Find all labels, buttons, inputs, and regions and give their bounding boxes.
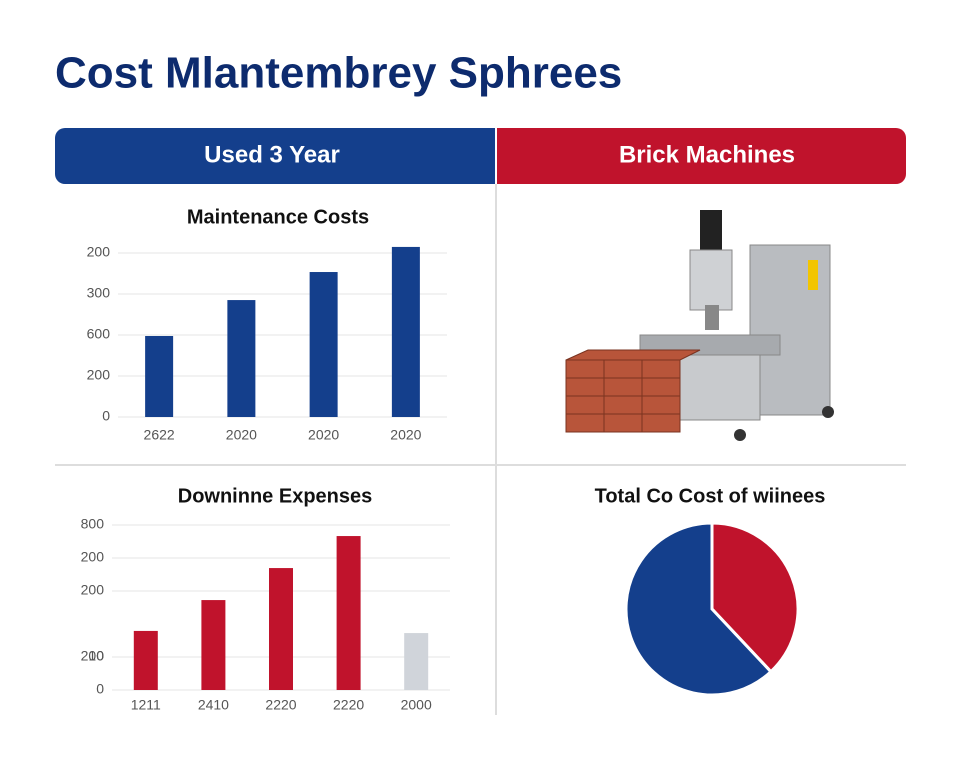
y-tick-label: 200: [87, 244, 111, 260]
bar: [201, 600, 226, 690]
header-label: Brick Machines: [619, 141, 795, 168]
bar: [309, 272, 338, 417]
header-bar: [497, 128, 906, 184]
bar: [133, 630, 158, 690]
x-tick-label: 1211: [131, 697, 161, 713]
machine-illustration: [565, 210, 834, 441]
x-tick-label: 2410: [198, 697, 229, 713]
pie-slice: [624, 521, 773, 697]
bar: [269, 568, 293, 690]
chart-title: Maintenance Costs: [187, 206, 369, 228]
bar: [336, 536, 361, 690]
y-tick-label: 200: [87, 367, 111, 383]
y-tick-label: 600: [87, 326, 111, 342]
bar: [145, 335, 174, 417]
bar: [391, 246, 420, 417]
y-tick-label: 200: [81, 549, 105, 565]
y-tick-label: 300: [87, 285, 111, 301]
x-tick-label: 2020: [308, 427, 339, 443]
y-tick-label: 0: [102, 408, 110, 424]
x-tick-label: 2220: [265, 697, 296, 713]
x-tick-label: 2000: [401, 697, 432, 713]
chart-title: Total Co Cost of wiinees: [595, 485, 826, 507]
y-tick-label: 10: [88, 648, 104, 664]
chart-title: Downinne Expenses: [178, 485, 373, 507]
x-tick-label: 2220: [333, 697, 364, 713]
x-tick-label: 2020: [390, 427, 421, 443]
x-tick-label: 2020: [226, 427, 257, 443]
y-tick-label: 200: [81, 648, 105, 664]
pie-slice: [710, 521, 800, 674]
header-label: Used 3 Year: [204, 141, 340, 168]
header-bar: [55, 128, 495, 184]
y-tick-label: 800: [81, 516, 105, 532]
bar: [227, 300, 256, 417]
x-tick-label: 2622: [144, 427, 175, 443]
bar: [404, 633, 429, 690]
y-tick-label: 200: [81, 582, 105, 598]
page-title: Cost Mlantembrey Sphrees: [55, 49, 622, 98]
y-tick-label: 0: [96, 681, 104, 697]
